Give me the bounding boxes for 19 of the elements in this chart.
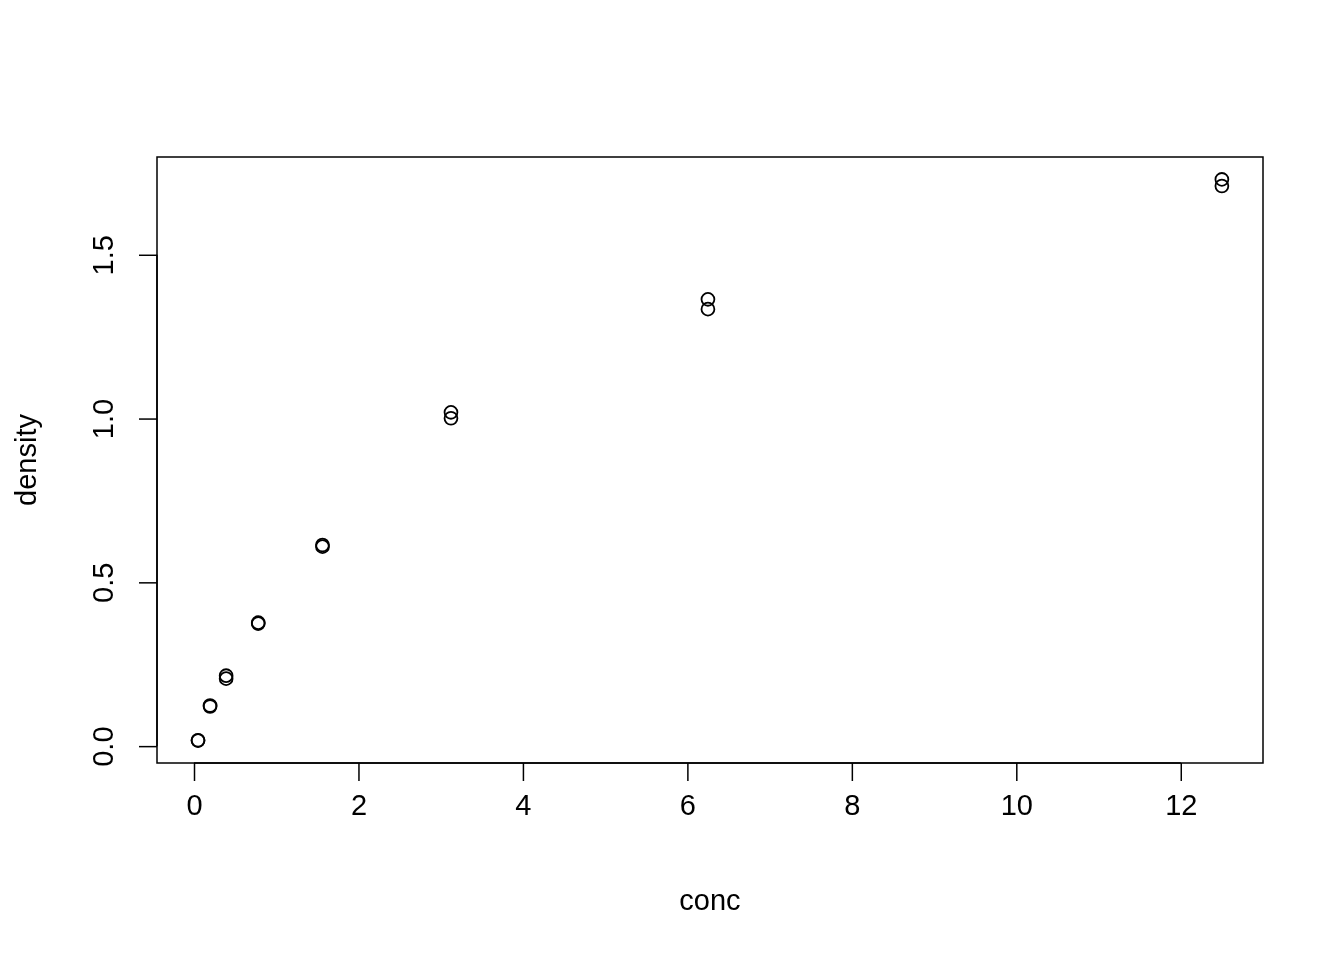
point [700,301,716,317]
point [1214,178,1230,194]
x-axis-title: conc [679,884,741,916]
y-tick-label: 1.0 [87,398,119,440]
y-tick-label: 0.0 [87,726,119,767]
y-axis-title: density [10,413,42,506]
x-tick-label: 12 [1165,789,1198,822]
point [700,292,716,307]
x-tick-label: 6 [679,789,696,822]
x-tick-label: 4 [515,789,532,822]
y-tick-label: 1.5 [87,235,119,276]
x-tick-label: 8 [844,789,861,822]
point [443,405,459,420]
y-tick-label: 0.5 [87,562,119,604]
point [1214,172,1230,187]
x-tick-label: 0 [186,789,203,822]
x-tick-label: 2 [350,789,368,822]
x-tick-label: 10 [1000,789,1033,822]
point [443,410,459,426]
